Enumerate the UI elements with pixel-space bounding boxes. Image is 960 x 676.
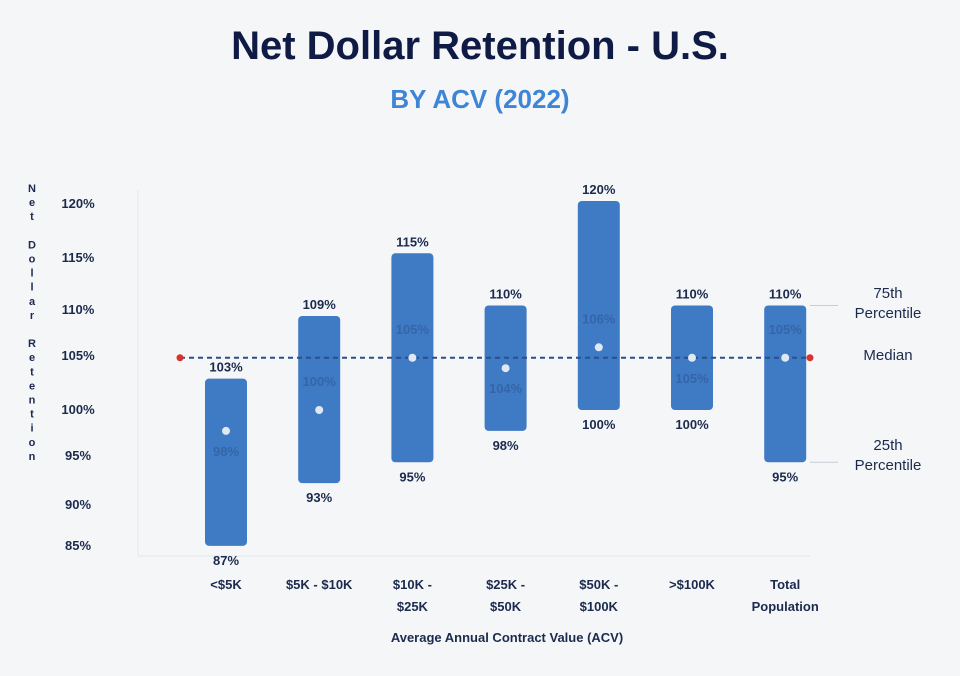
p25-legend-line: Percentile xyxy=(855,457,922,474)
p75-label: 110% xyxy=(769,287,802,302)
p75-label: 115% xyxy=(396,234,429,249)
median-marker xyxy=(781,353,790,362)
percentile-bar xyxy=(577,201,620,410)
x-category-label: $10K - $25K xyxy=(393,577,432,614)
p75-label: 120% xyxy=(582,182,616,197)
p75-legend-line: Percentile xyxy=(855,305,922,322)
x-category-label-line: $10K - xyxy=(393,577,432,592)
chart-title: Net Dollar Retention - U.S. xyxy=(231,24,729,68)
median-marker xyxy=(222,426,230,435)
median-marker xyxy=(594,343,603,352)
y-tick-label: 95% xyxy=(65,448,91,463)
chart-axes xyxy=(137,190,810,557)
median-label: 105% xyxy=(769,322,803,337)
median-line-end-dot xyxy=(806,354,814,362)
median-reference-line xyxy=(176,354,814,362)
p25-label: 95% xyxy=(399,469,425,484)
median-label: 106% xyxy=(582,311,616,326)
y-tick-label: 105% xyxy=(61,348,95,363)
x-category-label: $5K - $10K xyxy=(286,577,353,592)
p25-label: 100% xyxy=(675,417,709,432)
median-legend-label: Median xyxy=(863,347,912,364)
median-label: 105% xyxy=(675,371,709,386)
x-category-label-line: >$100K xyxy=(669,577,716,592)
p25-legend-label: 25th Percentile xyxy=(855,437,922,474)
x-category-label-line: <$5K xyxy=(210,577,242,592)
median-label: 105% xyxy=(396,322,430,337)
median-markers xyxy=(222,343,790,435)
p25-label: 87% xyxy=(213,553,239,568)
p75-label: 110% xyxy=(676,287,709,302)
x-category-label: <$5K xyxy=(210,577,242,592)
x-category-label-line: Population xyxy=(752,599,819,614)
x-category-labels: <$5K $5K - $10K $10K - $25K $25K - $50K $50K -… xyxy=(210,577,819,614)
median-label: 100% xyxy=(303,374,337,389)
p75-label: 103% xyxy=(209,360,243,375)
p25-label: 93% xyxy=(306,490,332,505)
data-labels: 103% 87% 98% 109% 93% 100% 115% 95% 105% 110% 98% 1… xyxy=(209,182,802,568)
percentile-bar xyxy=(205,378,247,546)
x-category-label: $50K - $100K xyxy=(579,577,618,614)
median-marker xyxy=(501,364,510,373)
p75-label: 110% xyxy=(489,287,522,302)
y-tick-label: 90% xyxy=(65,497,91,512)
x-category-label-line: $50K - xyxy=(579,577,618,592)
median-line-start-dot xyxy=(176,354,184,362)
y-tick-label: 115% xyxy=(62,250,95,265)
median-marker xyxy=(408,353,417,362)
p25-label: 98% xyxy=(493,438,519,453)
percentile-bar xyxy=(298,315,341,484)
y-tick-label: 100% xyxy=(61,402,95,417)
p75-legend-line: 75th xyxy=(873,285,902,302)
x-category-label-line: $5K - $10K xyxy=(286,577,353,592)
chart-subtitle: BY ACV (2022) xyxy=(390,84,570,114)
median-label: 104% xyxy=(489,381,523,396)
x-category-label: >$100K xyxy=(669,577,716,592)
p25-label: 100% xyxy=(582,417,616,432)
x-axis-label: Average Annual Contract Value (ACV) xyxy=(391,630,623,645)
median-marker xyxy=(315,406,324,414)
median-marker xyxy=(688,353,696,362)
y-tick-label: 110% xyxy=(62,302,95,317)
x-category-label-line: Total xyxy=(770,577,800,592)
x-category-label-line: $25K - xyxy=(486,577,525,592)
x-category-label-line: $50K xyxy=(490,599,522,614)
p75-legend-label: 75th Percentile xyxy=(855,285,922,322)
y-tick-labels: 120% 115% 110% 105% 100% 95% 90% 85% xyxy=(61,196,95,553)
p25-legend-line: 25th xyxy=(873,437,902,454)
y-tick-label: 120% xyxy=(61,196,95,211)
median-label: 98% xyxy=(213,444,239,459)
x-category-label-line: $100K xyxy=(580,599,619,614)
percentile-bars xyxy=(205,201,807,546)
y-tick-label: 85% xyxy=(65,538,91,553)
x-category-label-line: $25K xyxy=(397,599,429,614)
x-category-label: Total Population xyxy=(752,577,819,614)
x-category-label: $25K - $50K xyxy=(486,577,525,614)
p25-label: 95% xyxy=(772,469,798,484)
percentile-legend: 75th Percentile Median 25th Percentile xyxy=(810,285,921,474)
percentile-bar xyxy=(764,305,807,463)
median-legend-line: Median xyxy=(863,347,912,364)
p75-label: 109% xyxy=(303,297,337,312)
